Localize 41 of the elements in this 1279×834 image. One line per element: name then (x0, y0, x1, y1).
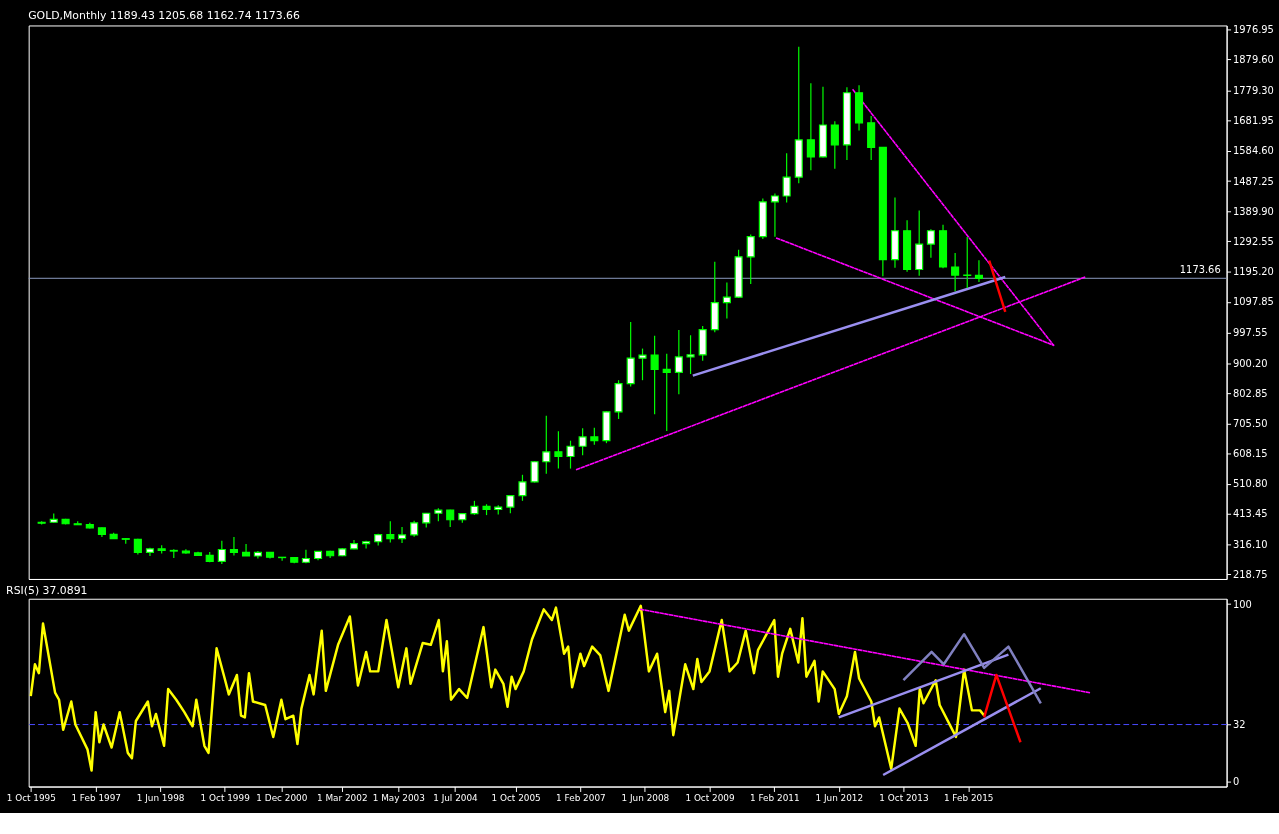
x-tick-label: 1 Oct 2005 (491, 792, 541, 803)
y-tick-label: 997.55 (1233, 327, 1268, 339)
y-tick-label: 1195.20 (1233, 266, 1274, 278)
y-tick-label: 1976.95 (1233, 23, 1274, 35)
chart-title: RSI(5) 37.0891 (6, 583, 88, 597)
y-tick-label: 510.80 (1233, 478, 1268, 490)
x-tick-label: 1 Feb 2011 (749, 792, 800, 803)
y-tick-label: 1487.25 (1233, 175, 1274, 187)
y-tick-label: 1681.95 (1233, 115, 1274, 127)
x-tick-label: 1 Jun 1998 (136, 792, 185, 803)
y-tick-label: 705.50 (1233, 417, 1268, 429)
ref-line-label: 1173.66 (1179, 264, 1221, 276)
x-tick-label: 1 Jun 2008 (621, 792, 670, 803)
x-tick-label: 1 Jul 2004 (433, 792, 479, 803)
y-tick-label: 218.75 (1233, 568, 1268, 580)
y-tick-label: 1389.90 (1233, 205, 1274, 217)
y-tick-label: 1879.60 (1233, 53, 1274, 65)
y-tick-label: 413.45 (1233, 508, 1268, 520)
x-tick-label: 1 Feb 2007 (556, 792, 606, 803)
x-tick-label: 1 Mar 2002 (316, 792, 368, 803)
y-tick-label: 1292.55 (1233, 235, 1274, 247)
y-tick-label: 900.20 (1233, 357, 1268, 369)
x-tick-label: 1 Oct 2009 (685, 792, 735, 803)
y-tick-label: 1097.85 (1233, 296, 1274, 308)
y-tick-label: 32 (1233, 718, 1246, 730)
x-tick-label: 1 Feb 2015 (943, 792, 994, 803)
x-tick-label: 1 Feb 1997 (71, 792, 121, 803)
chart-title: GOLD,Monthly 1189.43 1205.68 1162.74 1173.66 (28, 9, 300, 23)
x-tick-label: 1 Oct 1999 (200, 792, 251, 803)
y-tick-label: 100 (1233, 598, 1252, 610)
y-tick-label: 1584.60 (1233, 145, 1274, 157)
y-tick-label: 1779.30 (1233, 84, 1274, 96)
y-tick-label: 802.85 (1233, 387, 1268, 399)
y-tick-label: 316.10 (1233, 538, 1268, 550)
y-tick-label: 0 (1233, 775, 1240, 787)
x-tick-label: 1 Oct 1995 (6, 792, 56, 803)
x-tick-label: 1 May 2003 (372, 792, 425, 803)
x-tick-label: 1 Dec 2000 (256, 792, 308, 803)
y-tick-label: 608.15 (1233, 448, 1268, 460)
x-tick-label: 1 Jun 2012 (815, 792, 864, 803)
x-tick-label: 1 Oct 2013 (879, 792, 929, 803)
